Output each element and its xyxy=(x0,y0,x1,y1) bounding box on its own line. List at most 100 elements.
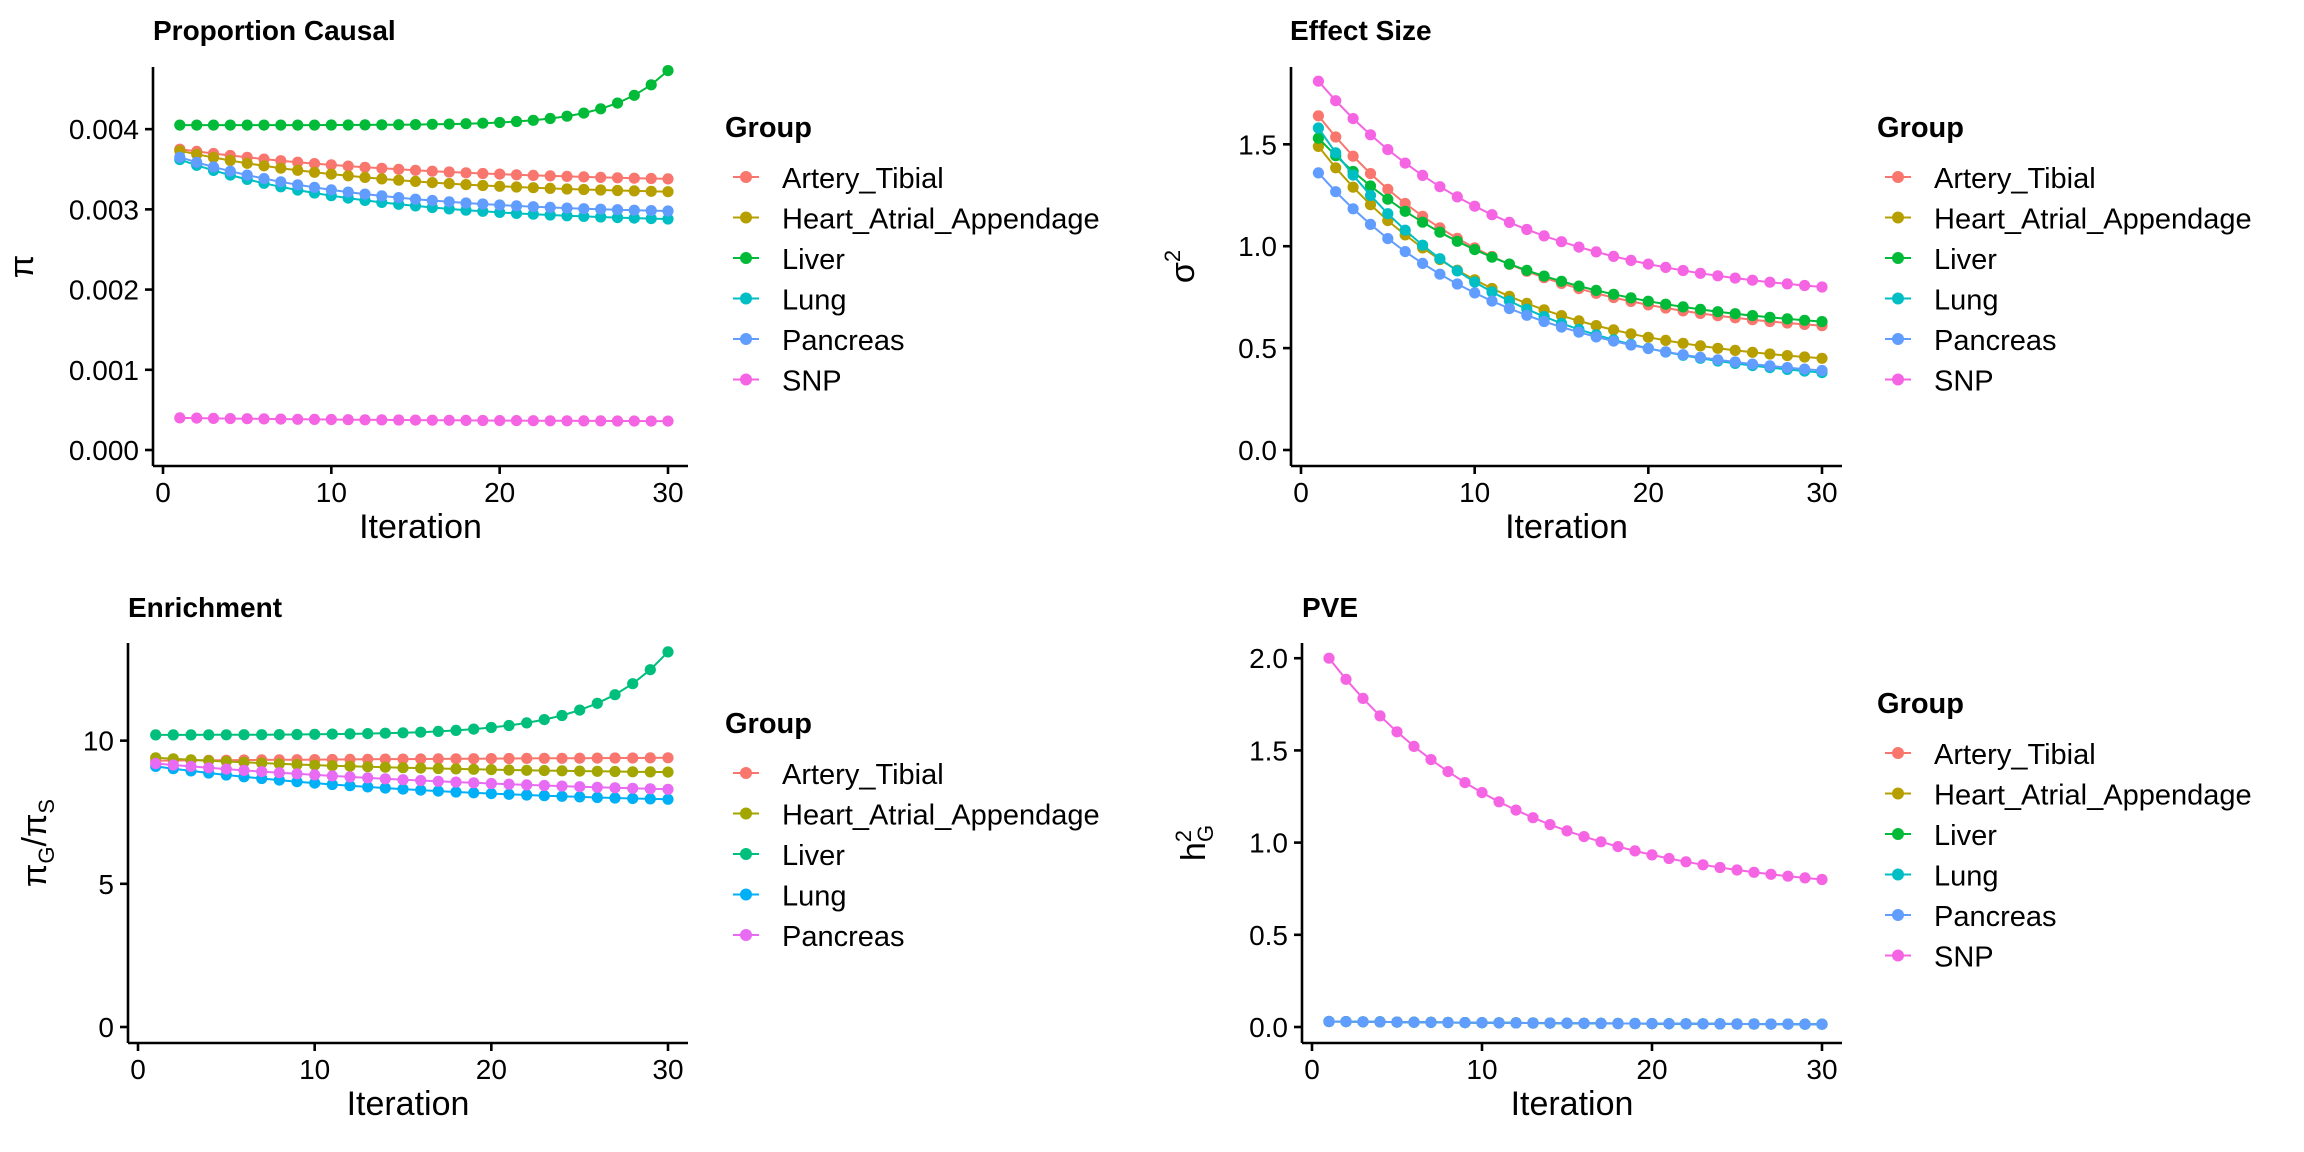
data-point xyxy=(538,790,550,802)
legend: Group Artery_Tibial Heart_Atrial_Appendage… xyxy=(725,112,1100,398)
y-tick-label: 0.5 xyxy=(1249,920,1288,951)
data-point xyxy=(1347,150,1359,162)
data-point xyxy=(1527,1017,1539,1029)
data-point xyxy=(1469,244,1481,256)
data-point xyxy=(1781,278,1793,290)
data-point xyxy=(1544,819,1556,831)
data-point xyxy=(1312,132,1324,144)
x-tick-label: 20 xyxy=(484,477,515,508)
data-point xyxy=(1765,868,1777,880)
data-point xyxy=(1425,754,1437,766)
data-point xyxy=(273,758,285,770)
data-point xyxy=(628,204,640,216)
data-point xyxy=(1538,270,1550,282)
data-point xyxy=(1625,254,1637,266)
data-point xyxy=(556,765,568,777)
data-point xyxy=(415,774,427,787)
data-point xyxy=(1459,777,1471,789)
data-point xyxy=(662,213,674,225)
data-point xyxy=(1340,1016,1352,1028)
data-point xyxy=(309,728,321,740)
data-point xyxy=(397,783,409,795)
legend-label: Lung xyxy=(782,881,847,913)
y-tick-label: 1.0 xyxy=(1238,231,1277,262)
data-point xyxy=(191,156,203,168)
y-tick-label: 0.001 xyxy=(69,355,139,386)
data-point xyxy=(609,765,621,778)
data-point xyxy=(291,728,303,741)
data-point xyxy=(376,190,388,202)
y-tick-label: 0.000 xyxy=(69,435,139,466)
data-point xyxy=(1590,284,1602,296)
data-point xyxy=(1561,825,1573,837)
data-point xyxy=(544,182,556,194)
data-point xyxy=(432,753,444,765)
data-point xyxy=(578,203,590,215)
data-point xyxy=(292,413,304,425)
data-point xyxy=(1312,75,1324,87)
data-point xyxy=(1746,346,1759,358)
data-point xyxy=(426,118,438,130)
data-point xyxy=(1677,301,1689,313)
data-point xyxy=(325,119,337,131)
data-point xyxy=(409,175,422,187)
data-point xyxy=(326,770,338,782)
data-point xyxy=(258,119,270,131)
data-point xyxy=(1642,342,1654,355)
data-point xyxy=(468,723,480,735)
data-point xyxy=(1442,1016,1454,1029)
data-point xyxy=(1442,766,1454,778)
data-point xyxy=(220,763,232,775)
legend-item: Artery_Tibial xyxy=(1885,739,2096,771)
data-point xyxy=(468,753,480,765)
y-tick-label: 0.0 xyxy=(1238,435,1277,466)
data-point xyxy=(376,162,388,174)
series-line xyxy=(1317,137,1823,323)
data-point xyxy=(207,119,220,131)
data-point xyxy=(485,764,497,776)
legend-item: Lung xyxy=(733,881,847,913)
series-line xyxy=(1317,127,1823,374)
legend-label: Pancreas xyxy=(1934,325,2057,357)
data-point xyxy=(578,210,590,222)
data-point xyxy=(460,414,472,426)
data-point xyxy=(1799,1018,1811,1030)
data-point xyxy=(578,183,590,196)
y-tick-label: 0.0 xyxy=(1249,1012,1288,1043)
data-point xyxy=(379,753,391,765)
data-point xyxy=(510,115,523,128)
data-point xyxy=(1503,258,1515,270)
x-tick-label: 10 xyxy=(1459,477,1490,508)
data-point xyxy=(527,114,539,126)
data-point xyxy=(1629,1017,1641,1030)
y-tick-label: 1.5 xyxy=(1238,129,1277,160)
data-point xyxy=(628,89,640,101)
panel-pve: PVE 0 10 20 30 0.0 0.5 1.0 1.5 2.0 Iteration h2G Gr… xyxy=(1171,592,2252,1123)
data-point xyxy=(309,777,321,789)
data-point xyxy=(450,724,462,737)
legend-label: Artery_Tibial xyxy=(1934,739,2096,771)
data-point xyxy=(556,780,568,792)
data-point xyxy=(1731,864,1743,876)
data-point xyxy=(275,162,287,174)
legend-label: Heart_Atrial_Appendage xyxy=(782,204,1100,236)
series-line xyxy=(1328,1020,1822,1026)
data-point xyxy=(191,148,203,160)
data-point xyxy=(1408,1016,1420,1028)
data-point xyxy=(1642,295,1654,307)
data-point xyxy=(468,777,480,789)
data-point xyxy=(359,171,371,183)
data-point xyxy=(1764,348,1776,360)
data-point xyxy=(1312,167,1324,179)
legend-item: Lung xyxy=(733,285,847,317)
legend-item: Liver xyxy=(733,244,845,276)
data-point xyxy=(1357,1016,1369,1028)
data-point xyxy=(291,776,303,788)
data-point xyxy=(1312,110,1324,122)
data-point xyxy=(241,413,253,425)
legend: Group Artery_Tibial Heart_Atrial_Appendage… xyxy=(1877,688,2252,974)
legend-item: Lung xyxy=(1885,285,1999,317)
legend-label: Heart_Atrial_Appendage xyxy=(1934,204,2252,236)
data-point xyxy=(432,762,444,775)
data-point xyxy=(1746,358,1759,370)
